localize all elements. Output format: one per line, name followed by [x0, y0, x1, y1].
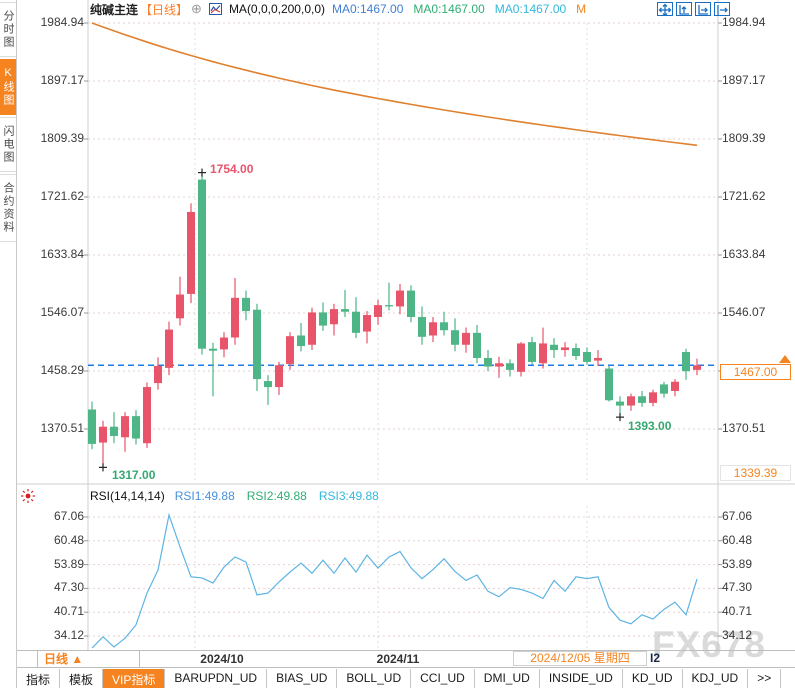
low-price-annotation-1: 1317.00	[112, 468, 156, 483]
xaxis-month-label: 2024/10	[200, 652, 244, 666]
high-price-annotation: 1754.00	[210, 161, 254, 176]
last-price-badge: 1467.00	[720, 364, 791, 380]
toolbar-item-INSIDE_UD[interactable]: INSIDE_UD	[540, 669, 623, 688]
chart-header: 纯碱主连 【日线】 ⊕ MA(0,0,0,200,0,0) MA0:1467.00 M…	[90, 1, 586, 17]
price-up-arrow-icon	[779, 355, 791, 363]
rsi-ytick-right: 34.12	[722, 628, 753, 642]
price-ytick-right: 1546.07	[722, 304, 766, 319]
rsi-ytick-right: 40.71	[722, 604, 753, 619]
chart-tool-icons	[657, 2, 730, 16]
y-axis-zoom-icon[interactable]	[676, 2, 692, 16]
price-ytick-right: 1897.17	[722, 72, 766, 87]
candlestick-series	[88, 175, 701, 465]
price-ytick-right: 1809.39	[722, 130, 766, 145]
rsi-ytick-left: 34.12	[53, 628, 84, 642]
ma-value-label: MA0:1467.00	[413, 2, 485, 16]
xaxis-top-border	[16, 650, 795, 651]
rsi-ytick-right: 53.89	[722, 556, 753, 571]
pane-shift-icon[interactable]	[714, 2, 730, 16]
view-mode-sidebar: 分时图 K线图闪电图合约资料	[0, 0, 17, 688]
price-ytick-left: 1897.17	[40, 72, 84, 87]
rsi-ytick-left: 67.06	[53, 509, 84, 523]
add-indicator-icon[interactable]: ⊕	[191, 1, 202, 16]
rsi-value-label: RSI2:49.88	[246, 489, 307, 503]
extreme-markers	[99, 168, 624, 472]
pan-icon[interactable]	[657, 2, 673, 16]
ma-value-label: M	[576, 2, 587, 16]
sidebar-item-闪电图[interactable]: 闪电图	[0, 117, 16, 172]
sidebar-item-合约资料[interactable]: 合约资料	[0, 174, 16, 242]
cursor-date-label: 2024/12/05 星期四	[513, 651, 647, 666]
toolbar-item-BIAS_UD[interactable]: BIAS_UD	[267, 669, 338, 688]
rsi-ytick-left: 47.30	[53, 580, 84, 595]
ma-formula: MA(0,0,0,200,0,0)	[228, 2, 325, 16]
low-price-annotation-2: 1393.00	[628, 419, 672, 434]
rsi-value-label: RSI1:49.88	[174, 489, 235, 503]
rsi-value-label: RSI3:49.88	[318, 489, 379, 503]
toolbar-item-模板[interactable]: 模板	[60, 669, 104, 688]
range-low-badge: 1339.39	[720, 465, 791, 481]
toolbar-item-VIP指标[interactable]: VIP指标	[103, 669, 166, 688]
rsi-values: RSI1:49.88 RSI2:49.88 RSI3:49.88	[175, 489, 379, 503]
sidebar-item-K线图[interactable]: K线图	[0, 59, 16, 115]
period-up-arrow-icon: ▲	[71, 652, 84, 666]
price-ytick-left: 1458.29	[40, 362, 84, 377]
toolbar-item-KD_UD[interactable]: KD_UD	[623, 669, 683, 688]
ma-value-label: MA0:1467.00	[332, 2, 404, 16]
toolbar-item-CCI_UD[interactable]: CCI_UD	[411, 669, 475, 688]
rsi-line	[91, 512, 698, 649]
pane-frame	[17, 0, 795, 650]
toolbar-item-BOLL_UD[interactable]: BOLL_UD	[337, 669, 412, 688]
toolbar-item->>[interactable]: >>	[748, 669, 782, 688]
ma200-line	[91, 22, 698, 147]
rsi-ytick-left: 40.71	[53, 604, 84, 619]
toolbar-item-指标[interactable]: 指标	[16, 669, 61, 688]
indicator-toolbar: 指标 模板 VIP指标 BARUPDN_UD BIAS_UD BOLL_UD CCI_UD D…	[16, 669, 795, 688]
ma-values: MA0:1467.00 MA0:1467.00 MA0:1467.00 M	[332, 2, 586, 16]
watermark: FX678	[652, 624, 767, 665]
toolbar-item-DMI_UD[interactable]: DMI_UD	[475, 669, 540, 688]
sidebar-item-分时图[interactable]: 分时图	[0, 2, 16, 57]
instrument-title: 纯碱主连	[90, 2, 139, 17]
rsi-ytick-left: 53.89	[53, 556, 84, 571]
price-ytick-right: 1721.62	[722, 188, 766, 203]
rsi-settings-icon[interactable]	[20, 488, 36, 509]
rsi-ytick-right: 47.30	[722, 580, 753, 595]
rsi-formula: RSI(14,14,14)	[90, 489, 165, 503]
rsi-ytick-right: 67.06	[722, 509, 753, 523]
price-ytick-left: 1546.07	[40, 304, 84, 319]
period-selector[interactable]: 日线 ▲	[37, 651, 140, 667]
ma-value-label: MA0:1467.00	[494, 2, 567, 16]
ma-indicator-icon	[208, 3, 222, 15]
rsi-ytick-left: 60.48	[53, 532, 84, 547]
x-axis-zoom-icon[interactable]	[695, 2, 711, 16]
xaxis-suffix: I2	[650, 651, 661, 665]
price-ytick-right: 1984.94	[722, 15, 766, 29]
price-ytick-right: 1370.51	[722, 421, 766, 435]
price-ytick-left: 1809.39	[40, 130, 84, 145]
toolbar-item-BARUPDN_UD[interactable]: BARUPDN_UD	[165, 669, 268, 688]
xaxis-month-label: 2024/11	[376, 652, 420, 666]
xaxis-bottom-border	[16, 667, 795, 668]
toolbar-item-KDJ_UD[interactable]: KDJ_UD	[683, 669, 749, 688]
price-ytick-left: 1633.84	[40, 246, 84, 261]
price-ytick-left: 1721.62	[40, 188, 84, 203]
price-ytick-left: 1984.94	[40, 15, 84, 29]
rsi-ytick-right: 60.48	[722, 532, 753, 547]
price-ytick-right: 1633.84	[722, 246, 766, 261]
rsi-header: RSI(14,14,14) RSI1:49.88 RSI2:49.88 RSI3:4…	[90, 489, 379, 503]
price-ytick-left: 1370.51	[40, 421, 84, 435]
period-tag[interactable]: 【日线】	[140, 2, 189, 17]
